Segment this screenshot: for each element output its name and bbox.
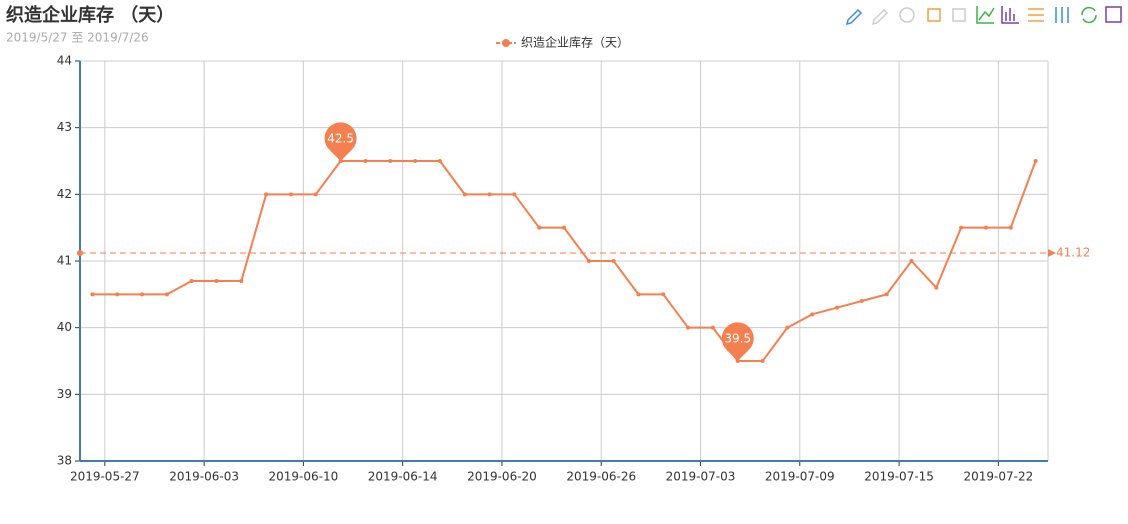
- chart-subtitle: 2019/5/27 至 2019/7/26: [6, 31, 149, 45]
- y-tick-label: 44: [57, 54, 72, 68]
- tool-icon[interactable]: [1105, 6, 1122, 23]
- tool-icon[interactable]: [845, 8, 863, 26]
- point: [1008, 225, 1013, 230]
- point: [264, 192, 269, 197]
- average-arrow: [1048, 249, 1056, 257]
- tool-icon[interactable]: [1028, 8, 1044, 22]
- toolbox: [845, 6, 1122, 26]
- x-tick-label: 2019-07-03: [666, 470, 736, 484]
- point: [909, 259, 914, 263]
- tool-icon[interactable]: [976, 6, 995, 24]
- y-tick-label: 40: [57, 320, 72, 334]
- x-tick-label: 2019-06-14: [368, 470, 438, 484]
- y-tick-label: 38: [57, 454, 72, 468]
- point: [140, 292, 145, 297]
- point: [363, 159, 368, 163]
- point: [462, 192, 467, 197]
- average-label: 41.12: [1056, 246, 1090, 260]
- legend-label: 织造企业库存（天）: [521, 35, 629, 50]
- point: [934, 285, 939, 290]
- point: [611, 259, 616, 263]
- tool-icon[interactable]: [1055, 7, 1069, 23]
- x-tick-label: 2019-06-20: [467, 470, 537, 484]
- point: [884, 292, 889, 297]
- mark-pin-label: 42.5: [327, 132, 354, 146]
- tool-icon[interactable]: [927, 8, 941, 22]
- legend-swatch: [502, 39, 510, 47]
- point: [785, 325, 790, 330]
- point: [413, 159, 418, 163]
- point: [1033, 159, 1038, 163]
- tool-icon[interactable]: [952, 8, 966, 22]
- tool-icon[interactable]: [1001, 6, 1019, 24]
- average-start: [77, 250, 83, 256]
- x-tick-label: 2019-06-26: [566, 470, 636, 484]
- legend: 织造企业库存（天）: [496, 35, 629, 50]
- point: [983, 225, 988, 230]
- x-tick-label: 2019-07-22: [963, 470, 1033, 484]
- point: [189, 279, 194, 283]
- point: [164, 292, 169, 297]
- point: [562, 225, 566, 230]
- point: [115, 292, 120, 297]
- x-tick-label: 2019-07-09: [765, 470, 835, 484]
- x-tick-label: 2019-06-03: [169, 470, 239, 484]
- point: [388, 159, 393, 163]
- point: [214, 279, 219, 283]
- point: [288, 192, 293, 197]
- point: [512, 192, 517, 197]
- y-tick-label: 39: [57, 387, 72, 401]
- mark-pin: [721, 322, 754, 361]
- point: [537, 225, 542, 230]
- point: [636, 292, 641, 297]
- mark-pin: [324, 122, 357, 161]
- point: [959, 225, 964, 230]
- y-tick-label: 42: [57, 187, 72, 201]
- x-tick-label: 2019-06-10: [269, 470, 339, 484]
- point: [710, 325, 715, 330]
- point: [437, 159, 442, 163]
- point: [313, 192, 318, 197]
- point: [90, 292, 95, 297]
- point: [686, 325, 691, 330]
- chart-title: 织造企业库存 （天）: [6, 4, 174, 26]
- tool-icon[interactable]: [871, 8, 889, 26]
- point: [239, 279, 244, 283]
- y-tick-label: 43: [57, 120, 72, 134]
- mark-pin-label: 39.5: [724, 332, 751, 346]
- x-tick-label: 2019-07-15: [864, 470, 934, 484]
- x-tick-label: 2019-05-27: [70, 470, 140, 484]
- point: [487, 192, 492, 197]
- tool-icon[interactable]: [899, 7, 915, 23]
- point: [661, 292, 666, 297]
- point: [810, 312, 815, 317]
- y-tick-label: 41: [57, 254, 72, 268]
- point: [760, 359, 765, 363]
- point: [859, 299, 864, 303]
- point: [586, 259, 591, 263]
- point: [835, 305, 840, 310]
- tool-icon[interactable]: [1081, 6, 1097, 24]
